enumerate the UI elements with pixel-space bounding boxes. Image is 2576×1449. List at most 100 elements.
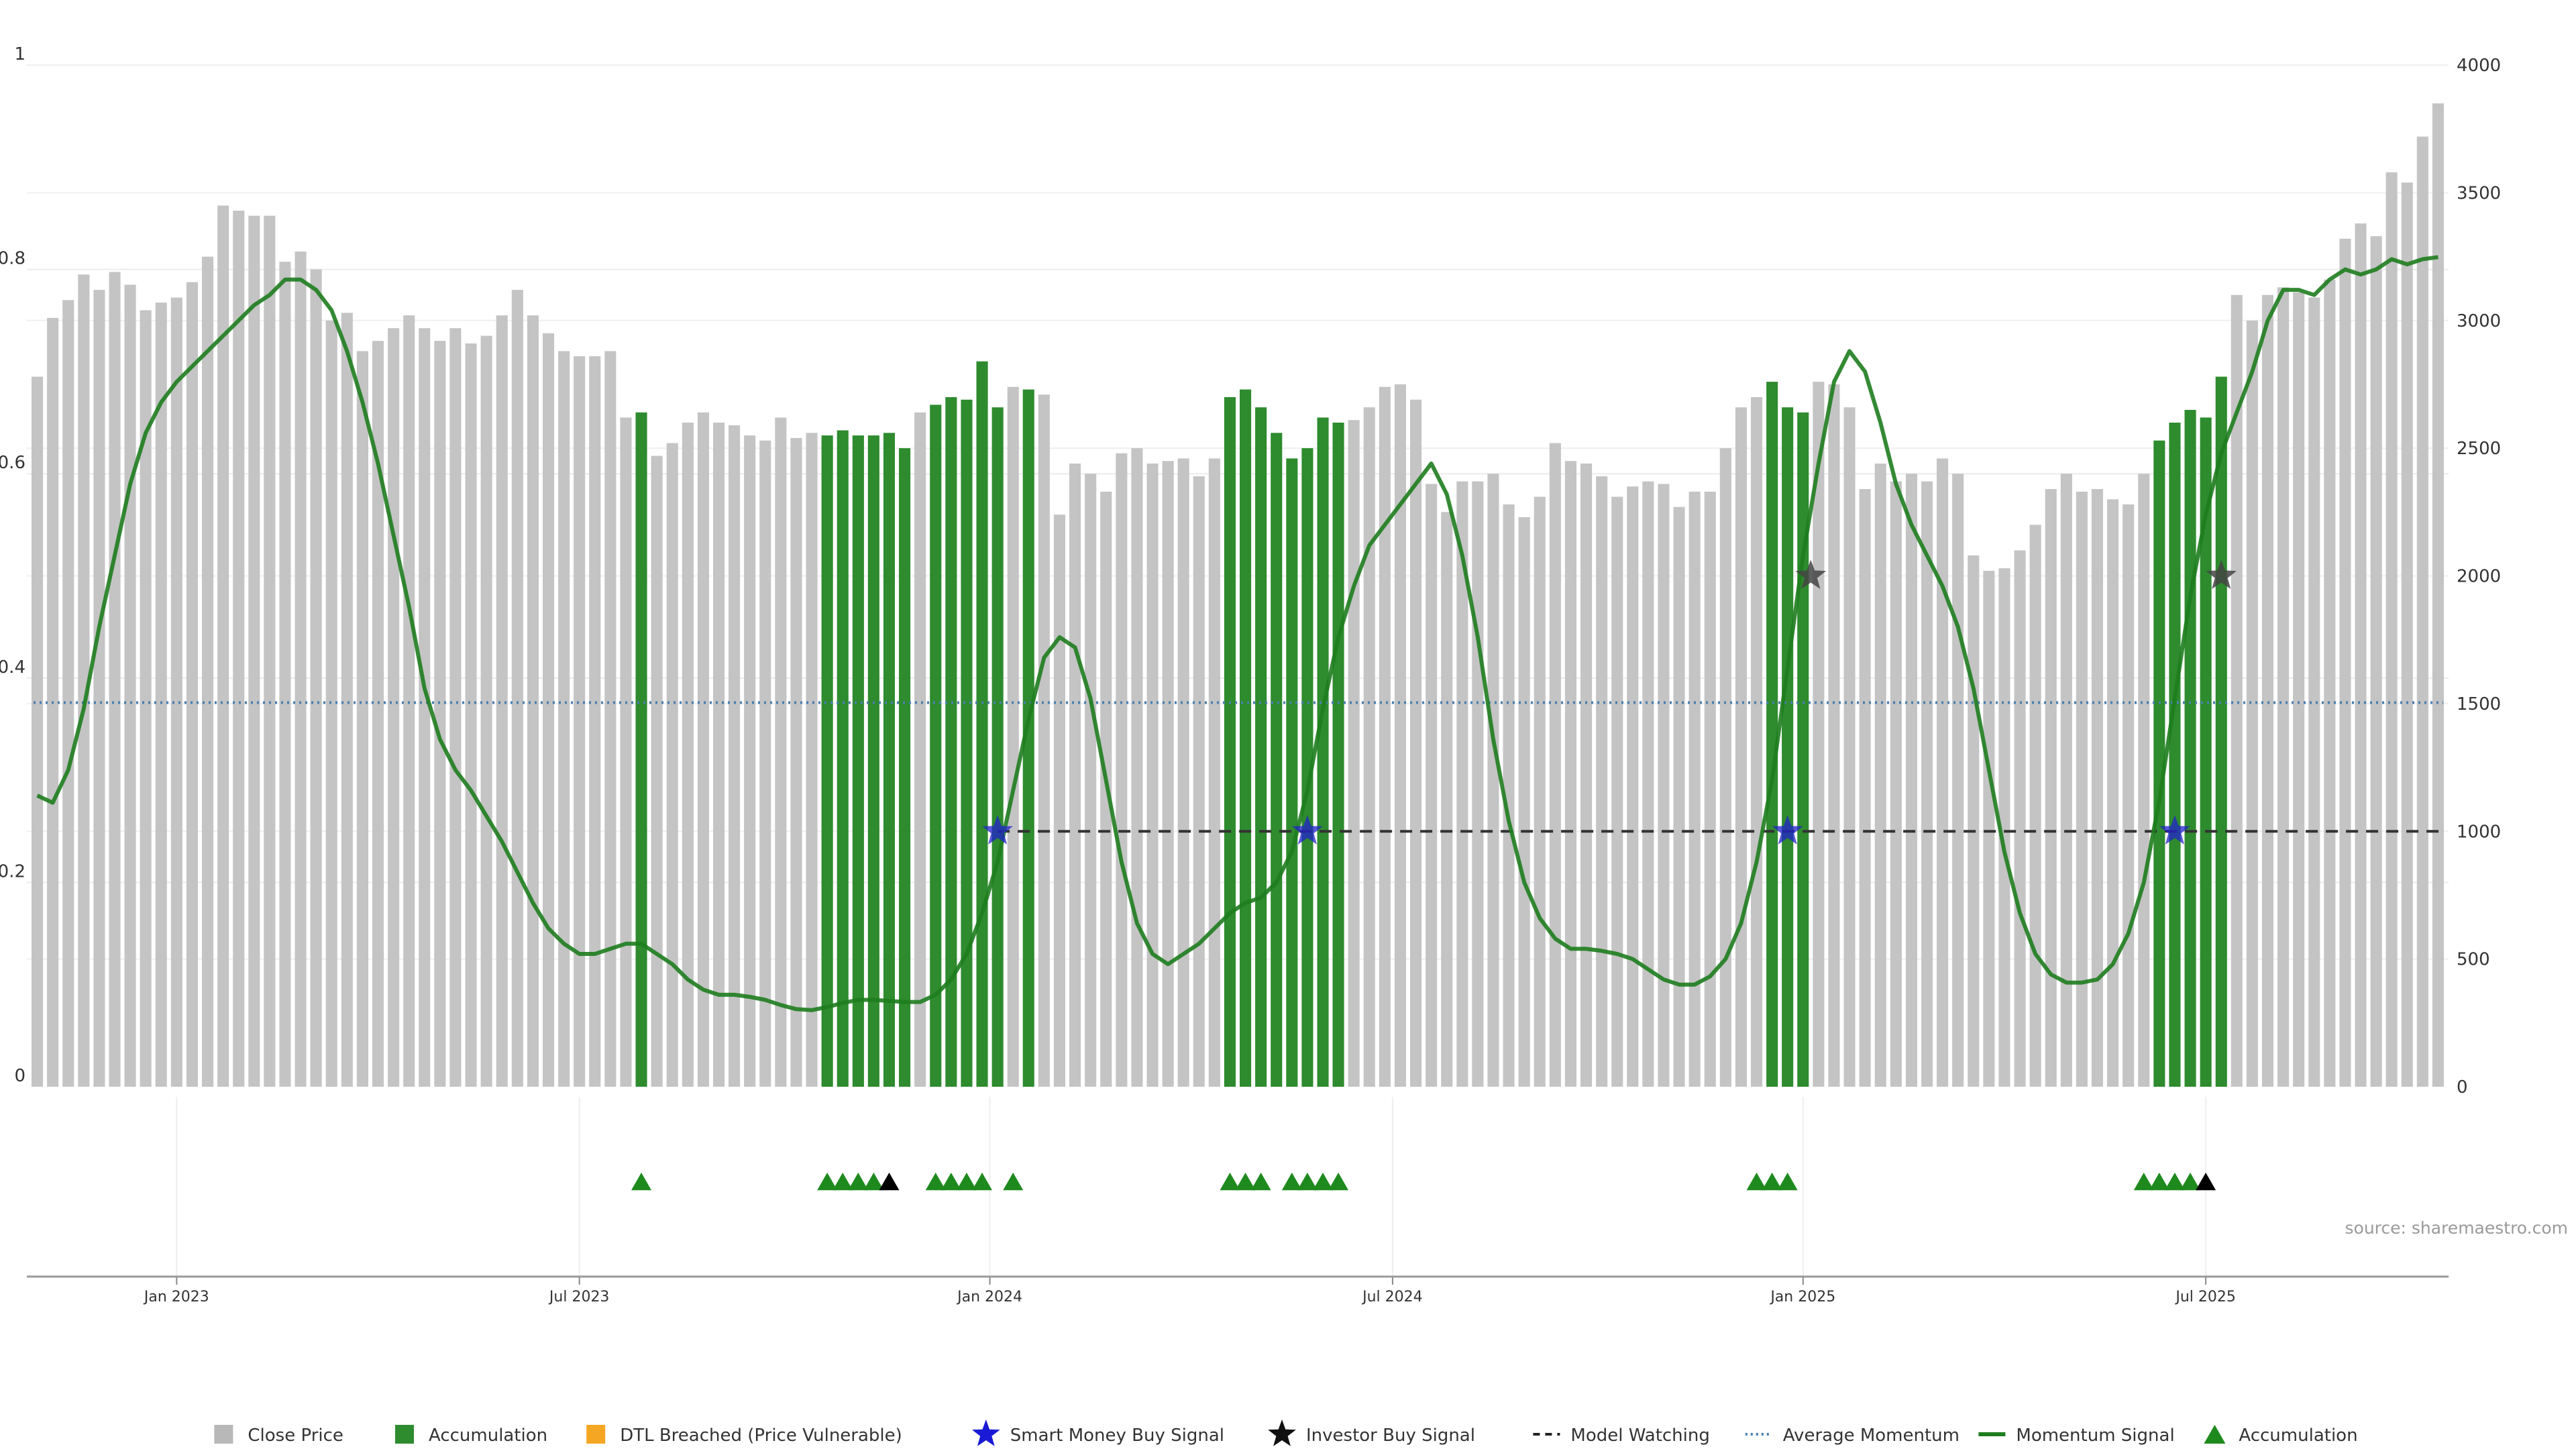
left-tick-label: 0 [14,1066,25,1086]
close-price-bar [2324,279,2336,1087]
close-price-bar [465,343,477,1087]
close-price-bar [1580,464,1593,1087]
investor-marker [879,1173,900,1191]
close-price-bar [2045,489,2057,1087]
accumulation-bar [867,435,879,1087]
right-tick-label: 500 [2457,950,2490,970]
close-price-bar [1177,458,1189,1087]
close-price-bar [1688,491,1701,1087]
legend-square-icon [214,1425,233,1444]
close-price-bar [1426,484,1438,1087]
left-tick-label: 1 [14,44,25,64]
investor-marker [2196,1173,2216,1191]
accumulation-marker [1250,1173,1271,1191]
x-tick-label: Jan 2025 [1769,1289,1835,1305]
accumulation-marker [1777,1173,1798,1191]
accumulation-bar [961,399,973,1087]
close-price-bar [170,297,182,1087]
close-price-bar [2339,238,2351,1087]
accumulation-marker [972,1173,993,1191]
legend-label: DTL Breached (Price Vulnerable) [620,1426,902,1446]
x-tick-label: Jul 2023 [548,1289,610,1305]
signal-lines [34,255,2443,1012]
right-tick-label: 0 [2457,1077,2468,1097]
close-price-bar [62,300,74,1087]
accumulation-bar [976,361,988,1087]
accumulation-marker [1762,1173,1782,1191]
close-price-bar [1905,474,1917,1087]
close-price-bar [1085,474,1097,1087]
source-label: source: sharemaestro.com [2345,1218,2569,1238]
close-price-bar [697,412,709,1087]
close-price-bar [1131,448,1143,1087]
close-price-bar [233,211,245,1087]
close-price-bar [1596,476,1608,1087]
x-tick-label: Jan 2024 [956,1289,1022,1305]
close-price-bar [589,356,601,1087]
close-price-bar [1208,458,1220,1087]
close-price-bar [1518,517,1530,1087]
close-price-bar [1487,474,1499,1087]
close-price-bar [310,269,322,1087]
close-price-bar [78,274,90,1087]
legend-label: Model Watching [1570,1426,1709,1446]
close-price-bar [372,341,384,1087]
close-price-bar [666,443,678,1087]
smart-money-buy-star [982,815,1013,845]
close-price-bar [1348,420,1360,1087]
legend-label: Accumulation [2239,1426,2357,1446]
close-price-bar [1116,453,1128,1087]
accumulation-marker [863,1173,884,1191]
close-price-bar [1472,481,1484,1087]
accumulation-marker [833,1173,853,1191]
close-price-bar [1549,443,1561,1087]
close-price-bar [2293,292,2305,1087]
close-price-bar [356,351,368,1087]
close-price-bar [1007,386,1019,1087]
close-price-bar [1998,568,2010,1087]
close-price-bar [1503,504,1515,1087]
close-price-bar [511,290,523,1087]
gridlines [27,64,2449,1277]
close-price-bar [682,423,694,1087]
close-price-bar [759,440,771,1087]
close-price-bar [2091,489,2103,1087]
close-price-bar [1193,476,1205,1087]
close-price-bar [1968,555,1980,1087]
left-tick-label: 0.2 [0,861,25,881]
right-tick-label: 4000 [2457,56,2501,76]
close-price-bar [2107,499,2119,1087]
legend-star-icon [1268,1419,1296,1446]
accumulation-bar [899,448,911,1087]
close-price-bar [2246,320,2258,1087]
left-tick-label: 0.8 [0,249,25,269]
accumulation-marker [2133,1173,2154,1191]
close-price-bar [2355,223,2367,1087]
legend-label: Close Price [248,1426,343,1446]
accumulation-marker [1003,1173,1024,1191]
close-price-bar [480,335,492,1087]
right-tick-label: 3000 [2457,311,2501,331]
legend-label: Accumulation [429,1426,547,1446]
accumulation-bar [852,435,864,1087]
accumulation-marker [2180,1173,2201,1191]
accumulation-marker [2164,1173,2185,1191]
close-price-bar [2138,474,2150,1087]
close-price-bar [1813,382,1825,1087]
legend-label: Smart Money Buy Signal [1010,1426,1224,1446]
accumulation-bar [1224,397,1236,1087]
close-price-bar [2261,294,2273,1087]
right-tick-label: 1500 [2457,694,2501,714]
legend-item: Momentum Signal [1978,1426,2175,1446]
accumulation-bar [1022,389,1034,1087]
close-price-bar [419,328,431,1087]
accumulation-marker [1281,1173,1302,1191]
close-price-bar [1983,570,1995,1087]
legend-item: Average Momentum [1745,1426,1960,1446]
close-price-bar [1379,386,1391,1087]
close-price-bar [449,328,462,1087]
close-price-bar [294,251,307,1087]
legend-label: Investor Buy Signal [1306,1426,1475,1446]
close-price-bar [775,417,787,1087]
close-price-bar [1146,464,1159,1087]
